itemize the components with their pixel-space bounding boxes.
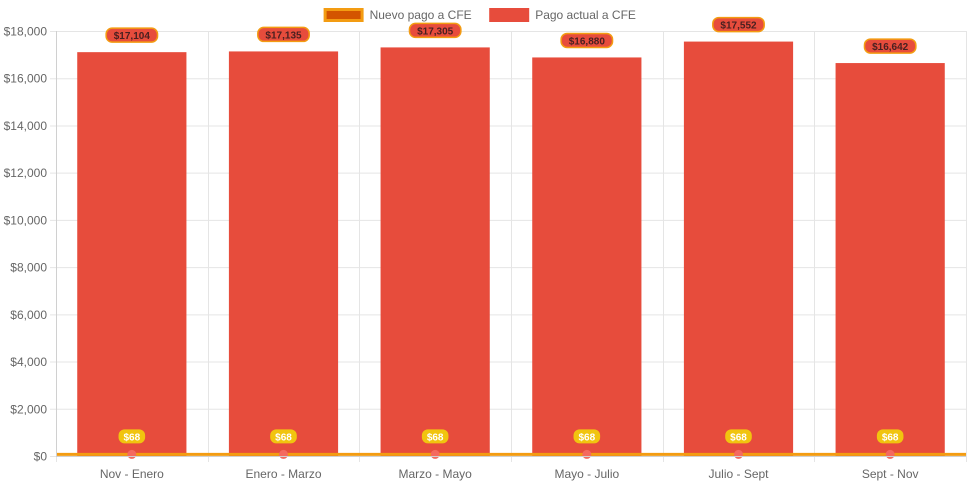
bar-value-label: $17,552 <box>720 21 757 32</box>
bar-value-label-bg <box>408 22 462 39</box>
legend-swatch <box>489 8 530 22</box>
line-value-label: $68 <box>882 432 899 443</box>
y-tick-label: $18,000 <box>4 25 48 39</box>
bar-value-label-bg <box>257 26 310 43</box>
line-value-label: $68 <box>275 432 292 443</box>
bar-value-label: $16,642 <box>872 42 909 53</box>
line-value-label-bg <box>876 429 904 444</box>
x-tick-label: Julio - Sept <box>708 467 769 481</box>
legend-label: Nuevo pago a CFE <box>370 8 472 22</box>
bar <box>835 63 945 456</box>
line-value-label-bg <box>421 429 449 444</box>
x-tick-label: Nov - Enero <box>100 467 164 481</box>
line-value-label: $68 <box>578 432 595 443</box>
x-tick-label: Mayo - Julio <box>554 467 619 481</box>
x-tick-label: Marzo - Mayo <box>398 467 472 481</box>
grid-lines <box>50 31 967 462</box>
x-tick-label: Sept - Nov <box>862 467 919 481</box>
bar-value-label-bg <box>863 38 917 54</box>
line-point <box>127 449 137 459</box>
line-value-label-bg <box>573 429 601 444</box>
y-tick-label: $16,000 <box>4 72 48 86</box>
bar-value-label: $16,880 <box>569 36 606 47</box>
bar-value-label-bg <box>105 27 159 43</box>
line-point <box>885 449 895 459</box>
legend: Nuevo pago a CFE Pago actual a CFE <box>323 8 636 22</box>
bar-series <box>77 41 945 457</box>
bar-value-label-bg <box>560 32 614 49</box>
y-tick-label: $6,000 <box>10 308 47 322</box>
line-point <box>734 449 743 459</box>
y-tick-label: $4,000 <box>10 355 47 369</box>
line-point <box>582 449 592 459</box>
bar-value-label: $17,305 <box>417 26 454 37</box>
bar <box>380 47 490 456</box>
line-value-label: $68 <box>427 432 444 443</box>
line-value-label-bg <box>725 429 752 444</box>
x-tick-label: Enero - Marzo <box>245 467 321 481</box>
line-value-label-bg <box>270 429 297 444</box>
axes: $0 $2,000 $4,000 $6,000 $8,000 $10,000 $12,000… <box>4 25 966 481</box>
line-series <box>56 449 966 459</box>
legend-swatch <box>323 8 364 22</box>
y-tick-label: $12,000 <box>4 166 48 180</box>
bar-value-label: $17,135 <box>265 30 302 41</box>
bar <box>532 57 642 456</box>
y-tick-label: $0 <box>34 450 48 464</box>
bar <box>683 41 794 456</box>
data-labels: $17,104 $17,135 $17,305 $16,880 $17,552 $16,6… <box>105 16 917 444</box>
bar <box>228 51 339 456</box>
y-tick-label: $10,000 <box>4 213 48 227</box>
bar-value-label: $17,104 <box>114 31 151 42</box>
line-value-label: $68 <box>730 432 747 443</box>
bar <box>77 52 187 457</box>
line-value-label: $68 <box>123 432 140 443</box>
line-point <box>430 449 440 459</box>
bar-value-label-bg <box>712 16 765 33</box>
legend-label: Pago actual a CFE <box>535 8 636 22</box>
line-point <box>279 449 288 459</box>
line-value-label-bg <box>118 429 146 444</box>
y-tick-label: $2,000 <box>10 402 47 416</box>
y-tick-label: $14,000 <box>4 119 48 133</box>
y-tick-label: $8,000 <box>10 261 47 275</box>
